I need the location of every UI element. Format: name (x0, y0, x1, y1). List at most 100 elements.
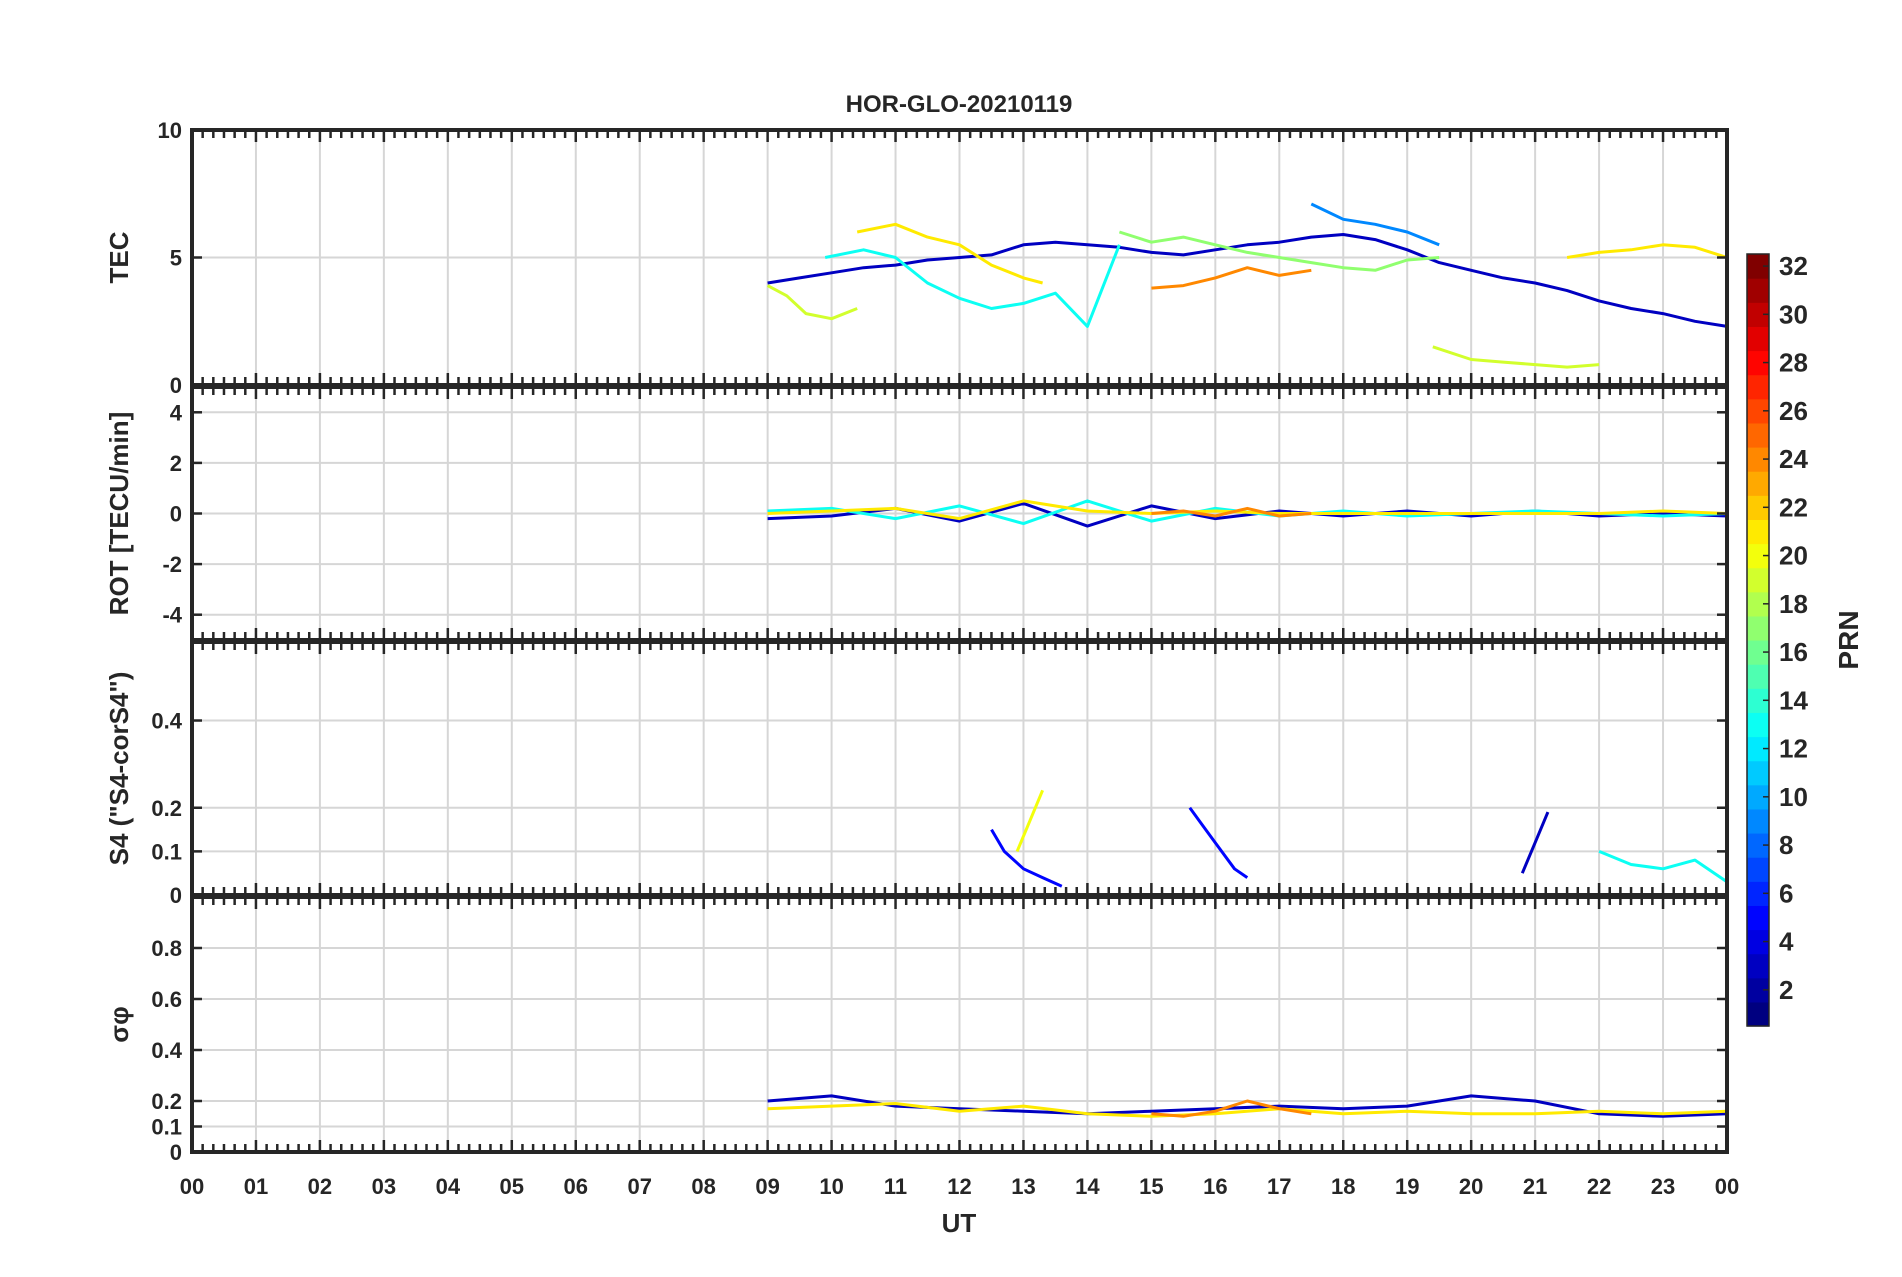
colorbar-swatch (1747, 543, 1769, 569)
series-prn-21 (767, 499, 1728, 521)
colorbar-tick-label: 4 (1779, 927, 1794, 957)
y-tick-label: 0.2 (151, 796, 182, 821)
y-tick-label: 0 (170, 373, 182, 398)
series-prn-3 (767, 233, 1728, 328)
x-tick-label: 23 (1651, 1174, 1675, 1199)
x-tick-label: 22 (1587, 1174, 1611, 1199)
y-tick-label: 5 (170, 246, 182, 271)
series-prn-9 (1310, 202, 1440, 247)
colorbar-swatch (1747, 688, 1769, 713)
colorbar-swatch (1747, 495, 1769, 520)
figure-title: HOR-GLO-20210119 (846, 91, 1073, 118)
panel-s4: 0 0.1 0.2 0.4 S4 ("S4-corS4") (104, 640, 1729, 908)
colorbar-swatch (1747, 664, 1769, 689)
y-tick-label: 0 (170, 1140, 182, 1165)
colorbar-swatch (1747, 905, 1769, 931)
colorbar-swatch (1747, 374, 1769, 400)
x-tick-label: 09 (755, 1174, 779, 1199)
colorbar-swatch (1747, 302, 1769, 327)
series-prn-24 (1151, 266, 1312, 290)
y-tick-label: -4 (162, 603, 182, 628)
series-prn-13 (824, 244, 1121, 328)
x-tick-label: 08 (691, 1174, 715, 1199)
colorbar-tick-label: 20 (1779, 541, 1808, 571)
colorbar-swatch (1747, 422, 1769, 448)
x-tick-label: 00 (180, 1174, 204, 1199)
series-prn-24 (1151, 1099, 1312, 1118)
series-prn-5 (1188, 806, 1249, 879)
series-prn-3 (1520, 811, 1550, 874)
y-tick-label: 0.4 (151, 709, 182, 734)
series-prn-21 (767, 1102, 1728, 1118)
colorbar-swatch (1747, 857, 1769, 882)
colorbar-swatch (1747, 712, 1769, 738)
series-prn-19 (1432, 345, 1600, 369)
colorbar-tick-label: 6 (1779, 878, 1793, 908)
series-prn-21 (856, 222, 1043, 285)
colorbar-swatch (1747, 398, 1769, 424)
colorbar-swatch (1747, 953, 1769, 979)
y-tick-label: 0 (170, 502, 182, 527)
panel-sigma_phi: 00.10.2 0.4 0.6 0.8 σφ (104, 895, 1729, 1165)
colorbar-swatch (1747, 567, 1769, 593)
y-axis-label: ROT [TECU/min] (104, 412, 134, 616)
x-tick-label: 10 (819, 1174, 843, 1199)
colorbar-swatch (1747, 808, 1769, 834)
colorbar-swatch (1747, 615, 1769, 641)
colorbar-label: PRN (1833, 610, 1864, 669)
series-prn-20 (1015, 789, 1044, 852)
x-tick-label: 21 (1523, 1174, 1547, 1199)
colorbar-tick-label: 16 (1779, 637, 1808, 667)
y-tick-label: 10 (158, 118, 182, 143)
colorbar-tick-label: 12 (1779, 734, 1808, 764)
colorbar-swatch (1747, 350, 1769, 376)
series-prn-24 (1151, 506, 1312, 518)
colorbar-tick-label: 14 (1779, 685, 1808, 715)
y-tick-label: 4 (170, 400, 183, 425)
x-tick-label: 07 (627, 1174, 651, 1199)
y-tick-label: 2 (170, 451, 182, 476)
series-prn-19 (766, 284, 858, 321)
y-axis-label: TEC (104, 231, 134, 283)
x-tick-label: 04 (436, 1174, 461, 1199)
colorbar-tick-label: 18 (1779, 589, 1808, 619)
colorbar-frame (1746, 253, 1770, 1027)
x-tick-label: 15 (1139, 1174, 1163, 1199)
colorbar-tick-label: 28 (1779, 348, 1808, 378)
panel-rot: -4 -2 0 2 4 ROT [TECU/min] (104, 385, 1729, 642)
colorbar-swatch (1747, 784, 1769, 810)
colorbar-tick-label: 26 (1779, 396, 1808, 426)
y-axis-label: σφ (104, 1006, 134, 1042)
series-prn-17 (1118, 230, 1440, 272)
y-tick-label: 0.1 (151, 839, 182, 864)
x-tick-label: 17 (1267, 1174, 1291, 1199)
x-tick-label: 00 (1715, 1174, 1739, 1199)
colorbar-swatch (1747, 254, 1769, 279)
y-tick-label: 0 (170, 883, 182, 908)
colorbar-swatch (1747, 736, 1769, 762)
colorbar-tick-label: 24 (1779, 444, 1808, 474)
x-tick-label: 14 (1075, 1174, 1100, 1199)
series-prn-21 (1566, 243, 1728, 259)
colorbar-swatch (1747, 760, 1769, 786)
colorbar-swatch (1747, 471, 1769, 496)
colorbar-swatch (1747, 278, 1769, 303)
x-tick-label: 12 (947, 1174, 971, 1199)
colorbar-tick-label: 8 (1779, 830, 1793, 860)
x-tick-label: 16 (1203, 1174, 1227, 1199)
x-tick-label: 02 (308, 1174, 332, 1199)
colorbar-swatch (1747, 326, 1769, 352)
colorbar-swatch (1747, 977, 1769, 1003)
x-tick-label: 01 (244, 1174, 268, 1199)
x-tick-label: 20 (1459, 1174, 1483, 1199)
x-tick-label: 11 (884, 1174, 907, 1199)
colorbar-swatch (1747, 591, 1769, 617)
colorbar-tick-label: 32 (1779, 251, 1808, 281)
y-tick-label: 0.4 (151, 1038, 182, 1063)
x-axis-label: UT (942, 1208, 977, 1238)
colorbar-swatch (1747, 833, 1769, 858)
series-prn-5 (990, 828, 1063, 888)
